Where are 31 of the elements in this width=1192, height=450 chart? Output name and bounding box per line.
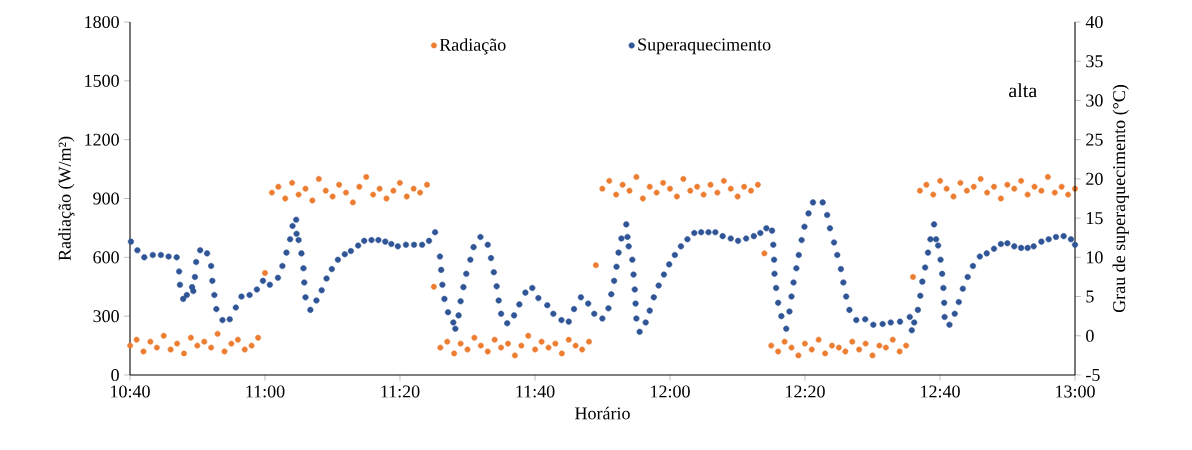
y2-axis-title: Grau de superaquecimento (°C) [1112,84,1129,313]
y2-tick-label: 5 [1086,290,1094,303]
y2-tick-label: 30 [1086,94,1103,107]
y-axis-title: Radiação (W/m²) [58,136,75,261]
legend-label: Radiação [439,38,506,55]
x-tick-label: 11:00 [246,385,285,398]
y2-tick-label: 10 [1087,251,1103,264]
annotation: alta [1009,83,1037,98]
y-tick-label: 900 [93,192,119,205]
x-tick-label: 12:40 [921,385,960,398]
x-tick-label: 10:40 [111,385,150,398]
x-axis-title: Horário [575,406,630,420]
y-tick-label: 0 [111,368,119,382]
y2-tick-label: 35 [1086,55,1103,68]
y-tick-label: 1500 [85,74,119,87]
x-tick-label: 11:20 [381,385,420,398]
y2-tick-label: 20 [1086,172,1103,185]
y2-tick-label: 40 [1085,15,1103,29]
y-tick-label: 300 [93,310,119,323]
y2-tick-label: -5 [1086,369,1100,381]
legend-label: Superaquecimento [638,38,771,55]
x-tick-label: 12:00 [651,385,690,398]
y2-tick-label: 15 [1087,212,1103,225]
x-tick-label: 12:20 [786,385,825,398]
y-tick-label: 600 [93,251,119,264]
x-tick-label: 11:40 [516,385,555,398]
y2-tick-label: 25 [1086,133,1103,146]
y-tick-label: 1800 [85,15,119,29]
x-tick-label: 13:00 [1056,385,1095,398]
y2-tick-label: 0 [1086,329,1094,342]
y-tick-label: 1200 [85,133,119,146]
